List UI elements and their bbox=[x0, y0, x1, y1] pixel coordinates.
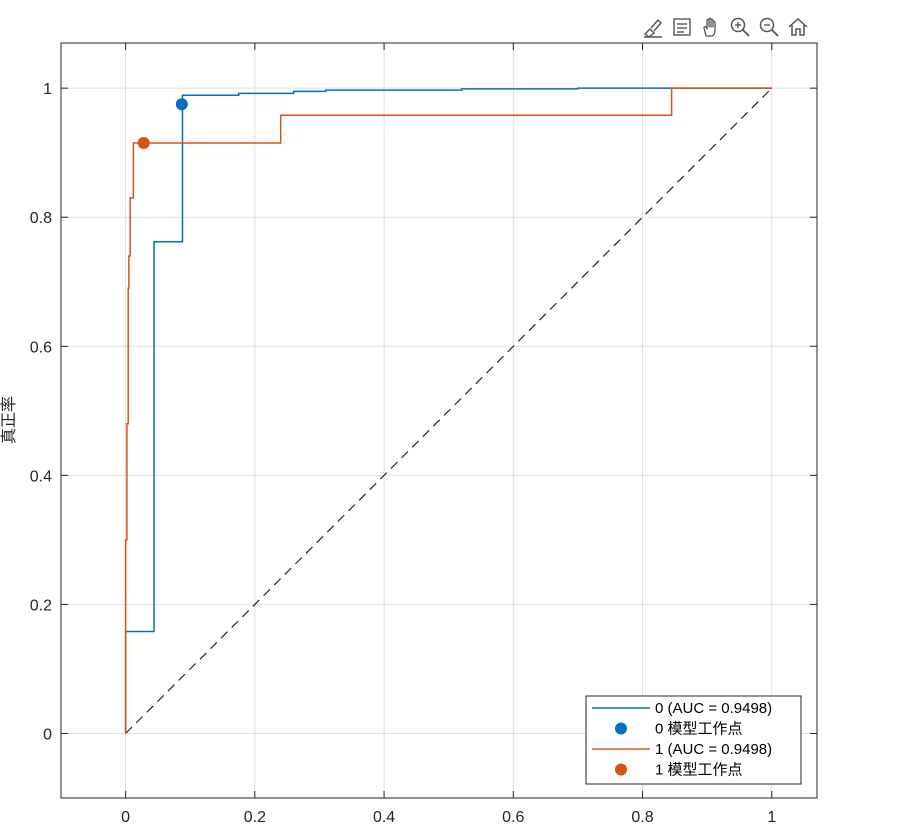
home-button[interactable] bbox=[783, 13, 812, 41]
x-tick-label: 0.4 bbox=[373, 809, 395, 824]
axes-toolbar bbox=[638, 13, 812, 41]
tick-layer: 0 0.2 0.4 0.6 0.8 1 0 0.2 0.4 0.6 0.8 1 bbox=[30, 43, 817, 826]
data-tips-icon bbox=[672, 18, 691, 36]
legend-marker-swatch bbox=[615, 722, 627, 735]
pan-button[interactable] bbox=[696, 13, 725, 41]
reference-layer bbox=[125, 87, 773, 734]
y-tick-label: 0 bbox=[43, 726, 52, 743]
x-tick-label: 0 bbox=[121, 809, 130, 824]
x-tick-label: 0.8 bbox=[631, 809, 653, 824]
x-tick-label: 0.6 bbox=[502, 809, 524, 824]
series-layer bbox=[124, 87, 772, 734]
zoom-out-icon bbox=[759, 17, 779, 37]
legend-marker-swatch bbox=[615, 763, 627, 776]
brush-button[interactable] bbox=[638, 13, 667, 41]
x-tick-label: 1 bbox=[767, 809, 776, 824]
legend-entry-label: 1 (AUC = 0.9498) bbox=[655, 741, 772, 758]
pan-hand-icon bbox=[702, 17, 716, 37]
x-tick-label: 0.2 bbox=[244, 809, 266, 824]
y-tick-label: 1 bbox=[43, 81, 52, 98]
y-axis-label: 真正率 bbox=[0, 396, 18, 444]
data-tips-button[interactable] bbox=[667, 13, 696, 41]
brush-icon bbox=[643, 18, 662, 38]
home-icon bbox=[788, 17, 807, 36]
axes-box bbox=[60, 42, 818, 799]
operating-point-series-3 bbox=[137, 137, 150, 150]
y-tick-label: 0.2 bbox=[30, 597, 52, 614]
operating-point-series-1 bbox=[175, 98, 188, 111]
roc-line-series-0 bbox=[124, 87, 772, 734]
reference-diagonal-line bbox=[125, 87, 773, 734]
legend-entry-label: 0 模型工作点 bbox=[655, 721, 743, 738]
legend[interactable]: 0 (AUC = 0.9498) 0 模型工作点 1 (AUC = 0.9498) 1… bbox=[585, 695, 802, 785]
y-tick-label: 0.6 bbox=[30, 339, 52, 356]
roc-line-series-2 bbox=[124, 87, 772, 734]
zoom-in-icon bbox=[730, 17, 750, 37]
grid-layer bbox=[61, 43, 817, 798]
legend-entry-label: 0 (AUC = 0.9498) bbox=[655, 700, 772, 717]
y-tick-label: 0.4 bbox=[30, 468, 52, 485]
y-tick-label: 0.8 bbox=[30, 210, 52, 227]
legend-entry-label: 1 模型工作点 bbox=[655, 762, 743, 779]
zoom-out-button[interactable] bbox=[754, 13, 783, 41]
zoom-in-button[interactable] bbox=[725, 13, 754, 41]
